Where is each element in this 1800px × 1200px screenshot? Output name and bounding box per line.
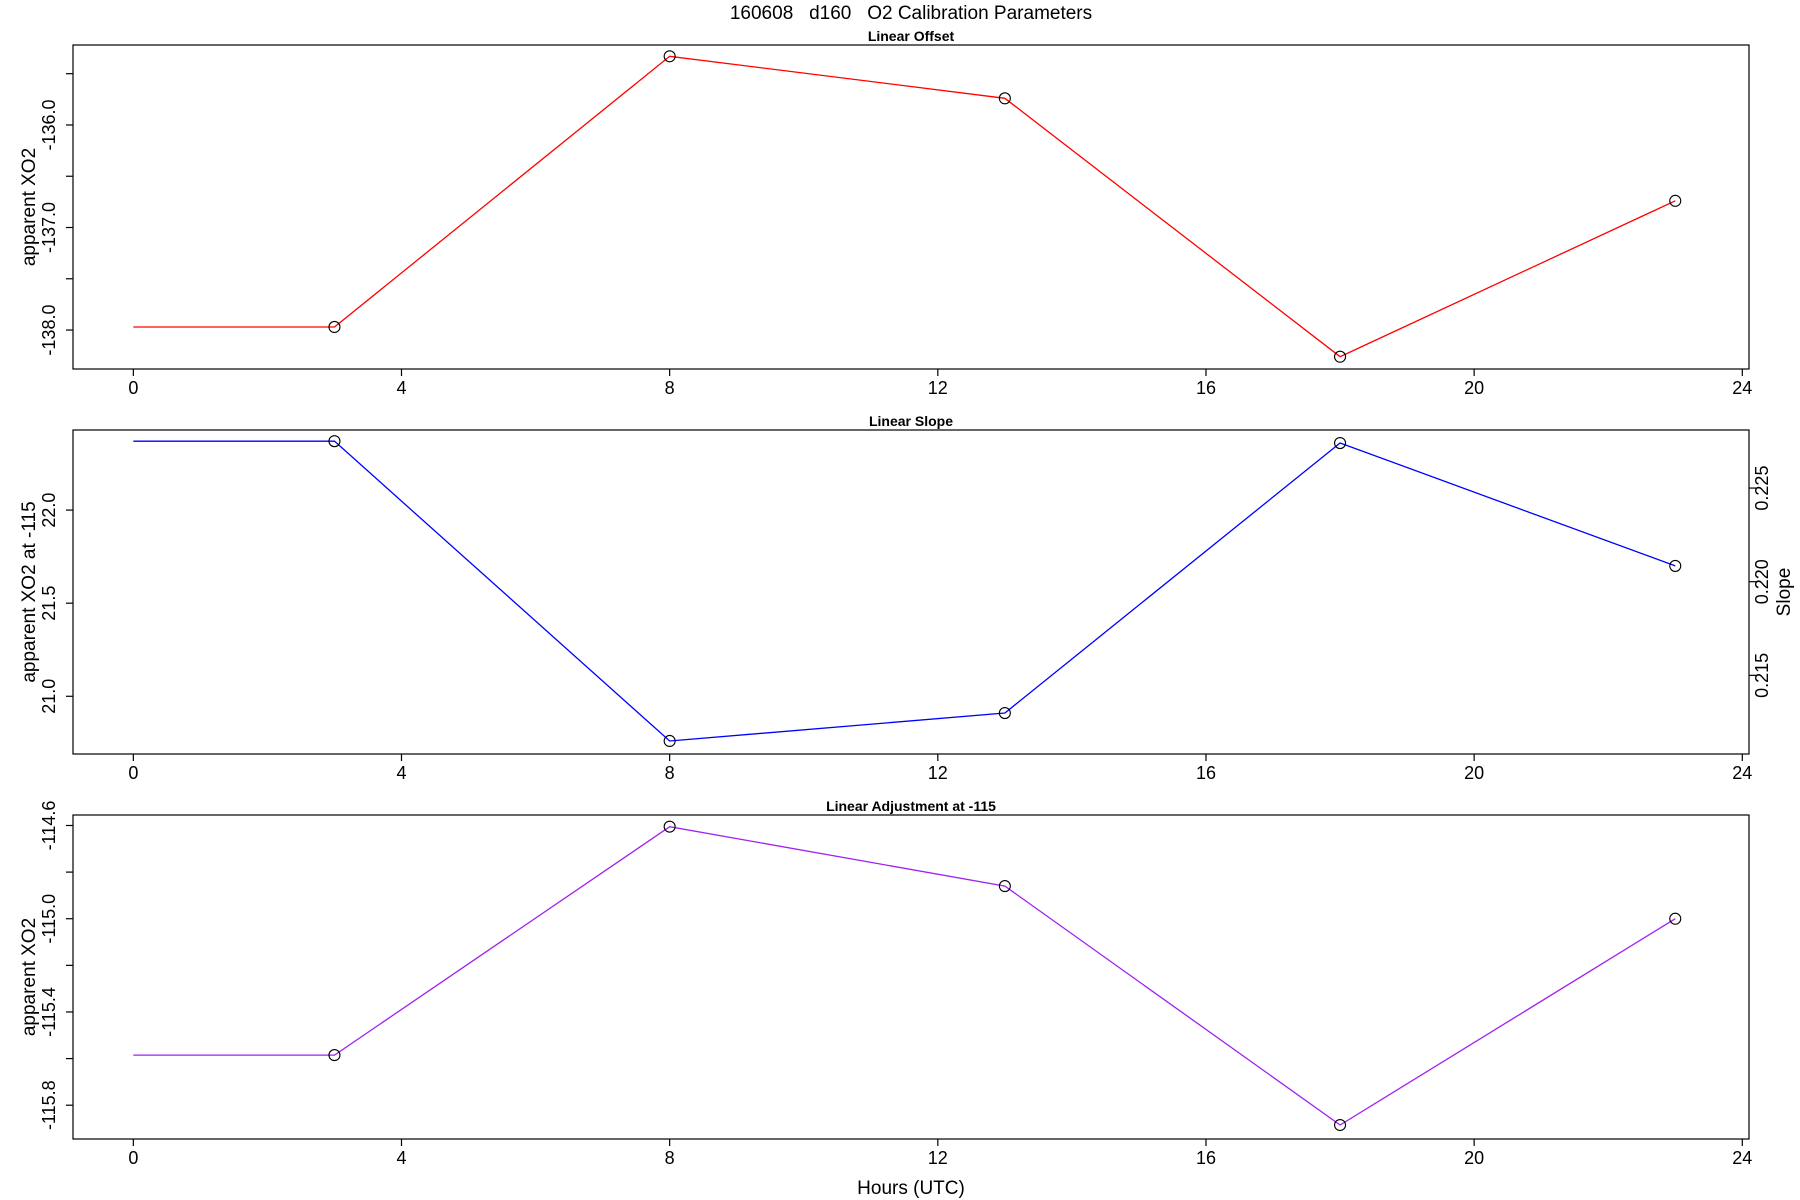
y-axis-label: apparent XO2 at -115: [19, 501, 40, 682]
y-tick-label: -114.6: [39, 801, 59, 851]
data-point: [1669, 194, 1682, 207]
data-point: [1669, 912, 1682, 925]
panels-group: Linear Offset 0 4 8 12 16 20 24 -138.0 -137.0 -136…: [19, 28, 1795, 1168]
x-tick-label: 24: [1732, 378, 1752, 398]
y-tick-label: 22.0: [39, 493, 59, 528]
y-tick-label: 21.0: [39, 679, 59, 714]
data-point: [1334, 350, 1347, 363]
plot-frame: [72, 44, 1750, 370]
right-y-tick-label: 0.220: [1752, 559, 1772, 604]
panel-2: Linear Slope 0 4 8 12 16 20 24 21.0 21.5 22.0appar…: [19, 413, 1795, 783]
series-line: [133, 55, 1676, 358]
y-tick-label: -138.0: [39, 305, 59, 356]
x-tick-label: 16: [1196, 378, 1216, 398]
y-tick-label: -115.8: [39, 1080, 59, 1130]
series-line: [133, 826, 1676, 1126]
x-tick-label: 20: [1464, 1148, 1484, 1168]
data-point: [1669, 559, 1682, 572]
x-tick-label: 8: [665, 378, 675, 398]
y-tick-label: -115.0: [39, 894, 59, 944]
x-tick-label: 12: [928, 763, 948, 783]
x-tick-label: 16: [1196, 763, 1216, 783]
data-point: [328, 320, 341, 334]
x-tick-label: 0: [128, 1148, 138, 1168]
x-tick-label: 24: [1732, 763, 1752, 783]
right-y-tick-label: 0.215: [1752, 653, 1772, 698]
x-tick-label: 0: [128, 378, 138, 398]
plot-frame: [72, 814, 1750, 1140]
x-tick-label: 4: [396, 1148, 406, 1168]
data-point: [663, 50, 676, 63]
y-tick-label: 21.5: [39, 586, 59, 621]
x-tick-label: 8: [665, 1148, 675, 1168]
y-axis-label: apparent XO2: [19, 918, 40, 1036]
y-tick-label: -137.0: [39, 202, 59, 253]
data-point: [328, 435, 341, 448]
panel-3: Linear Adjustment at -115 0 4 8 12 16 20 24 -115…: [19, 798, 1752, 1168]
y-axis-label: apparent XO2: [19, 148, 40, 266]
y-tick-label: -115.4: [39, 987, 59, 1037]
data-point: [328, 1049, 341, 1062]
x-tick-label: 0: [128, 763, 138, 783]
panel-title: Linear Offset: [868, 28, 955, 44]
data-point: [998, 92, 1011, 105]
panel-title: Linear Slope: [869, 413, 953, 429]
right-y-axis-label: Slope: [1774, 568, 1795, 617]
panel-1: Linear Offset 0 4 8 12 16 20 24 -138.0 -137.0 -136…: [19, 28, 1752, 398]
x-tick-label: 20: [1464, 763, 1484, 783]
x-tick-label: 16: [1196, 1148, 1216, 1168]
series-line: [133, 440, 1676, 742]
data-point: [1334, 436, 1347, 450]
x-tick-label: 12: [928, 378, 948, 398]
x-tick-label: 12: [928, 1148, 948, 1168]
main-title: 160608 d160 O2 Calibration Parameters: [730, 3, 1092, 24]
data-point: [663, 734, 676, 748]
x-tick-label: 24: [1732, 1148, 1752, 1168]
x-axis-label: Hours (UTC): [857, 1178, 965, 1199]
x-tick-label: 8: [665, 763, 675, 783]
panel-title: Linear Adjustment at -115: [826, 798, 996, 814]
x-tick-label: 20: [1464, 378, 1484, 398]
x-tick-label: 4: [396, 378, 406, 398]
plot-frame: [72, 429, 1750, 755]
data-point: [998, 706, 1011, 720]
data-point: [1334, 1118, 1347, 1132]
data-point: [998, 880, 1011, 893]
x-tick-label: 4: [396, 763, 406, 783]
y-tick-label: -136.0: [39, 99, 59, 150]
right-y-tick-label: 0.225: [1752, 466, 1772, 511]
data-point: [663, 820, 676, 833]
